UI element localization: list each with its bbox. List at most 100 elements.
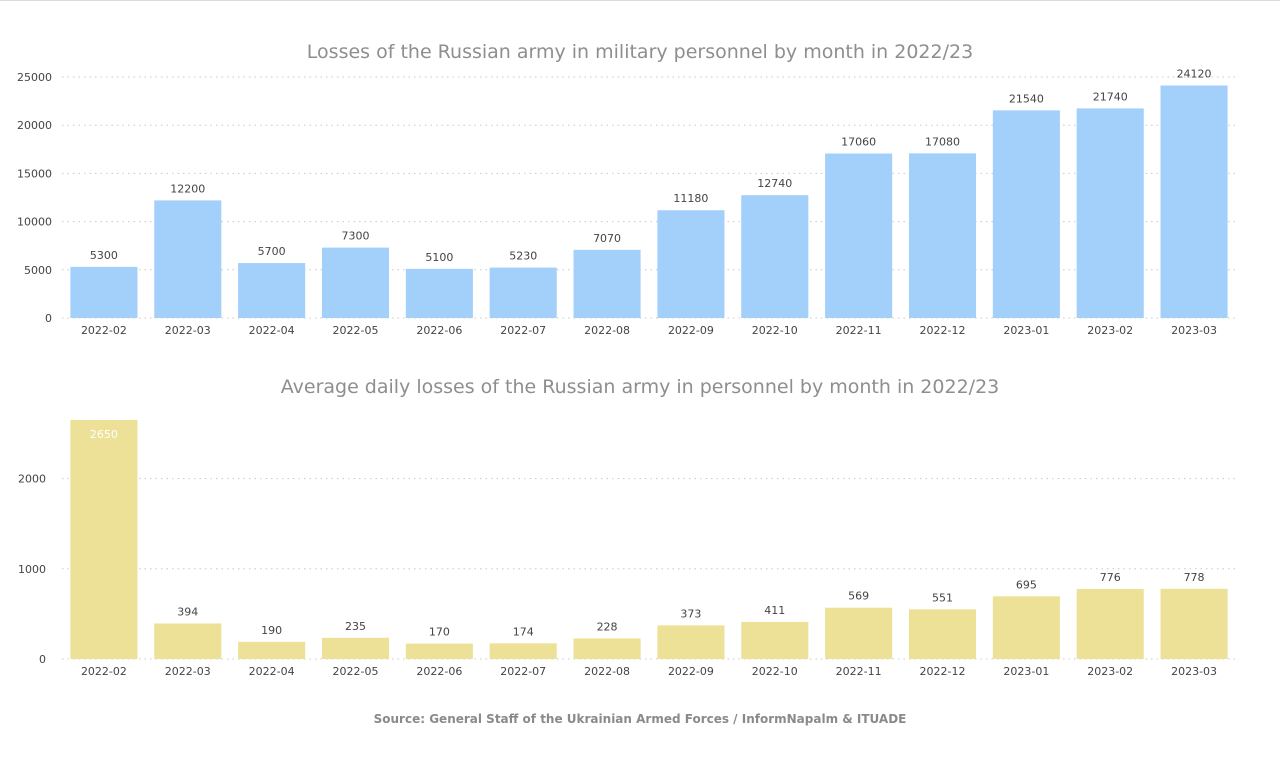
data-label: 17080 [925, 135, 960, 148]
chart-title: Average daily losses of the Russian army… [281, 376, 1000, 398]
data-label: 2650 [90, 428, 118, 441]
x-tick-label: 2022-11 [836, 324, 882, 337]
x-tick-label: 2022-05 [333, 665, 379, 678]
data-label: 695 [1016, 578, 1037, 591]
bar-2022-12 [908, 609, 977, 659]
data-label: 5230 [509, 250, 537, 263]
y-tick-label: 5000 [24, 264, 52, 277]
data-label: 190 [261, 624, 282, 637]
x-tick-label: 2022-06 [416, 324, 462, 337]
x-tick-label: 2022-10 [752, 324, 798, 337]
data-label: 21740 [1093, 90, 1128, 103]
data-label: 12200 [170, 182, 205, 195]
bar-2023-01 [992, 596, 1060, 659]
x-tick-label: 2022-04 [249, 665, 295, 678]
data-label: 569 [848, 590, 869, 603]
bar-2022-03 [154, 623, 222, 659]
x-tick-label: 2022-08 [584, 665, 630, 678]
x-tick-label: 2022-12 [920, 324, 966, 337]
y-tick-label: 2000 [18, 473, 46, 486]
x-tick-label: 2022-02 [81, 324, 127, 337]
bar-2023-02 [1076, 589, 1144, 659]
bar-2022-03 [154, 200, 222, 318]
bar-2022-05 [321, 637, 390, 659]
bar-2023-01 [992, 110, 1060, 318]
data-label: 235 [345, 620, 366, 633]
data-label: 551 [932, 591, 953, 604]
data-label: 228 [597, 620, 618, 633]
x-tick-label: 2023-03 [1171, 665, 1217, 678]
x-tick-label: 2022-09 [668, 665, 714, 678]
y-tick-label: 15000 [17, 167, 52, 180]
data-label: 11180 [673, 192, 708, 205]
bar-2022-06 [405, 643, 473, 659]
data-label: 373 [680, 607, 701, 620]
x-tick-label: 2023-02 [1087, 324, 1133, 337]
x-tick-label: 2023-03 [1171, 324, 1217, 337]
bar-2022-04 [238, 263, 306, 318]
bar-2022-06 [405, 268, 473, 318]
x-tick-label: 2023-01 [1003, 324, 1049, 337]
data-label: 7300 [342, 230, 370, 243]
chart-title: Losses of the Russian army in military p… [307, 41, 973, 63]
bar-2022-11 [825, 607, 893, 659]
y-tick-label: 10000 [17, 216, 52, 229]
x-tick-label: 2022-04 [249, 324, 295, 337]
bar-2022-07 [489, 643, 557, 659]
source-note: Source: General Staff of the Ukrainian A… [374, 712, 907, 726]
data-label: 411 [764, 604, 785, 617]
bar-2022-02 [70, 266, 138, 318]
x-tick-label: 2022-07 [500, 665, 546, 678]
data-label: 17060 [841, 136, 876, 149]
x-tick-label: 2022-09 [668, 324, 714, 337]
x-tick-label: 2022-10 [752, 665, 798, 678]
data-label: 24120 [1177, 67, 1212, 80]
x-tick-label: 2022-08 [584, 324, 630, 337]
data-label: 776 [1100, 571, 1121, 584]
data-label: 174 [513, 625, 534, 638]
bar-2022-12 [908, 153, 977, 318]
x-tick-label: 2022-05 [333, 324, 379, 337]
bar-2023-02 [1076, 108, 1144, 319]
daily-losses-chart: Average daily losses of the Russian army… [18, 376, 1236, 678]
x-tick-label: 2022-02 [81, 665, 127, 678]
data-label: 21540 [1009, 92, 1044, 105]
bar-2022-07 [489, 267, 557, 318]
x-tick-label: 2022-12 [920, 665, 966, 678]
bar-2023-03 [1160, 588, 1228, 659]
bar-2022-04 [238, 641, 306, 659]
bar-2022-10 [741, 195, 809, 318]
y-tick-label: 20000 [17, 119, 52, 132]
x-tick-label: 2023-02 [1087, 665, 1133, 678]
y-tick-label: 0 [45, 312, 52, 325]
x-tick-label: 2022-11 [836, 665, 882, 678]
bar-2022-02 [70, 420, 138, 659]
y-tick-label: 0 [39, 653, 46, 666]
x-tick-label: 2022-03 [165, 665, 211, 678]
bar-2022-10 [741, 621, 809, 659]
x-tick-label: 2022-07 [500, 324, 546, 337]
data-label: 5100 [425, 251, 453, 264]
data-label: 5300 [90, 249, 118, 262]
y-tick-label: 1000 [18, 563, 46, 576]
x-tick-label: 2023-01 [1003, 665, 1049, 678]
monthly-losses-chart: Losses of the Russian army in military p… [17, 41, 1236, 337]
y-tick-label: 25000 [17, 71, 52, 84]
bar-2022-11 [825, 153, 893, 318]
bar-2022-09 [657, 625, 725, 659]
data-label: 7070 [593, 232, 621, 245]
bar-2022-09 [657, 210, 725, 318]
bar-2022-08 [573, 249, 641, 318]
x-tick-label: 2022-03 [165, 324, 211, 337]
data-label: 5700 [258, 245, 286, 258]
data-label: 778 [1184, 571, 1205, 584]
data-label: 12740 [757, 177, 792, 190]
bar-2022-05 [321, 247, 390, 318]
data-label: 394 [177, 605, 198, 618]
bar-2023-03 [1160, 85, 1228, 318]
data-label: 170 [429, 626, 450, 639]
x-tick-label: 2022-06 [416, 665, 462, 678]
bar-2022-08 [573, 638, 641, 659]
